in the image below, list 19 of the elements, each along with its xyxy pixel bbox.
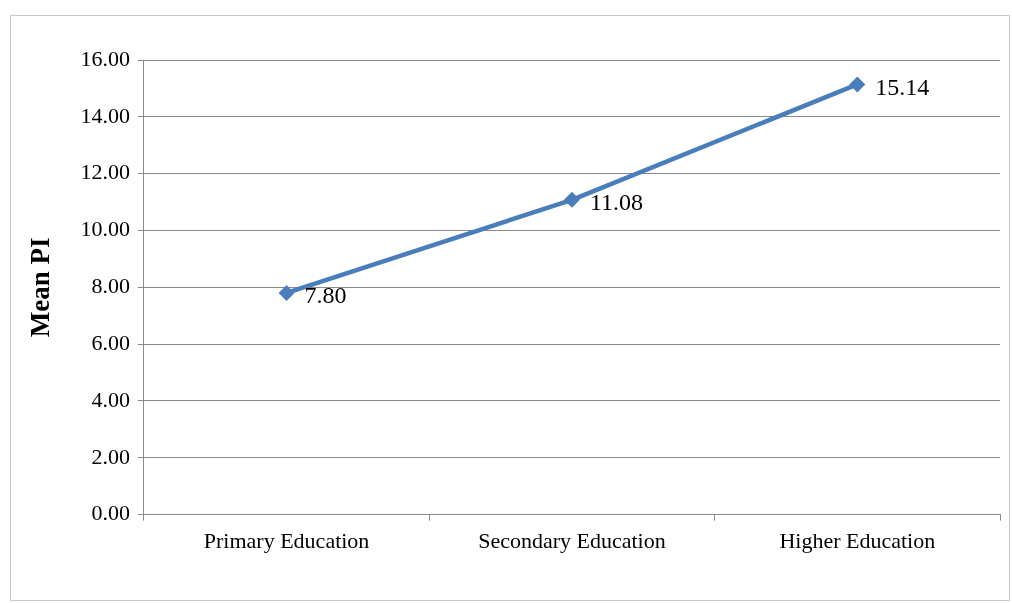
y-axis-title: Mean PI [25,237,56,338]
x-tick-label: Primary Education [203,527,370,553]
y-tick-label: 6.00 [91,329,130,355]
point [278,284,295,301]
x-tick-label: Higher Education [779,527,936,553]
y-tick-label: 10.00 [80,216,130,242]
x-tick-label: Secondary Education [478,527,666,553]
y-tick-label: 16.00 [80,45,130,71]
point [849,76,866,93]
y-tick-label: 14.00 [80,102,130,128]
y-tick-label: 0.00 [91,500,130,526]
data-label: 11.08 [589,189,644,216]
y-tick-label: 8.00 [91,273,130,299]
y-tick-label: 4.00 [91,386,130,412]
point [563,191,580,208]
data-label: 7.80 [304,282,347,309]
y-tick-label: 12.00 [80,159,130,185]
y-tick-label: 2.00 [91,443,130,469]
data-label: 15.14 [875,73,930,100]
